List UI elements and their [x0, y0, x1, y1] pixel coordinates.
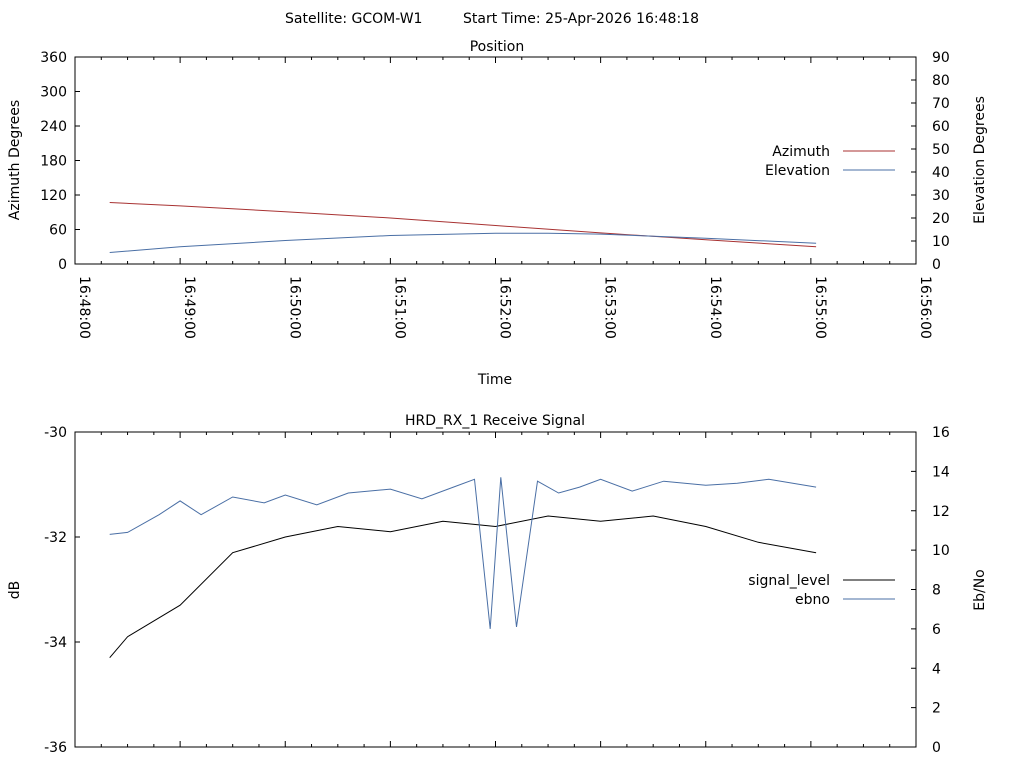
y-tick-label: 240: [40, 119, 67, 135]
y-tick-label: 60: [49, 223, 67, 239]
legend-signal-level-label: signal_level: [748, 573, 830, 589]
y-tick-label: -34: [44, 635, 67, 651]
series-line-elevation: [109, 232, 817, 253]
y2-tick-label: 0: [932, 257, 941, 273]
signal-legend: signal_level ebno: [748, 573, 895, 608]
position-right-axis: 0 10 20 30 40 50 60 70 80 90: [911, 50, 950, 273]
y-tick-label: 360: [40, 50, 67, 66]
x-tick-label: 16:55:00: [812, 276, 828, 339]
ebno-axis-label: Eb/No: [972, 569, 988, 611]
series-line-azimuth: [109, 202, 817, 248]
y2-tick-label: 6: [932, 622, 941, 638]
y2-tick-label: 50: [932, 142, 950, 158]
position-series: [109, 202, 817, 253]
y2-tick-label: 30: [932, 188, 950, 204]
signal-title: HRD_RX_1 Receive Signal: [405, 413, 585, 429]
position-time-axis: 16:48:00 16:49:00 16:50:00 16:51:00 16:52:00…: [74, 57, 933, 339]
y2-tick-label: 20: [932, 211, 950, 227]
time-axis-label: Time: [477, 372, 512, 388]
db-axis-label: dB: [7, 581, 23, 600]
x-tick-label: 16:50:00: [286, 276, 302, 339]
x-tick-label: 16:52:00: [497, 276, 513, 339]
y2-tick-label: 40: [932, 165, 950, 181]
start-time-label: Start Time: 25-Apr-2026 16:48:18: [463, 11, 699, 27]
x-tick-label: 16:49:00: [181, 276, 197, 339]
y-tick-label: -32: [44, 530, 67, 546]
azimuth-axis-label: Azimuth Degrees: [7, 100, 23, 220]
signal-time-axis: [74, 432, 917, 747]
y2-tick-label: 0: [932, 740, 941, 756]
y2-tick-label: 60: [932, 119, 950, 135]
series-line-ebno: [109, 477, 817, 629]
elevation-axis-label: Elevation Degrees: [972, 96, 988, 224]
y2-tick-label: 14: [932, 464, 950, 480]
y-tick-label: 300: [40, 85, 67, 101]
series-line-signal-level: [109, 515, 817, 659]
x-tick-label: 16:56:00: [917, 276, 933, 339]
y2-tick-label: 10: [932, 543, 950, 559]
x-tick-label: 16:54:00: [707, 276, 723, 339]
legend-elevation-label: Elevation: [765, 163, 830, 179]
y2-tick-label: 4: [932, 661, 941, 677]
position-legend: Azimuth Elevation: [765, 144, 895, 179]
signal-chart: HRD_RX_1 Receive Signal -36 -34 -32 -30 0 2 4…: [7, 413, 988, 756]
signal-left-axis: -36 -34 -32 -30: [44, 425, 80, 756]
legend-ebno-label: ebno: [795, 592, 830, 608]
y2-tick-label: 12: [932, 504, 950, 520]
position-chart: Position 0 60 120 180 240 300 360 0 10 20 30 40 50 6…: [7, 39, 988, 388]
y-tick-label: 0: [58, 257, 67, 273]
x-tick-label: 16:51:00: [391, 276, 407, 339]
legend-azimuth-label: Azimuth: [772, 144, 830, 160]
signal-right-axis: 0 2 4 6 8 10 12 14 16: [911, 425, 950, 756]
position-left-axis: 0 60 120 180 240 300 360: [40, 50, 80, 273]
y2-tick-label: 10: [932, 234, 950, 250]
satellite-label: Satellite: GCOM-W1: [285, 11, 422, 27]
y-tick-label: -30: [44, 425, 67, 441]
signal-plot-frame: [74, 431, 917, 748]
y-tick-label: -36: [44, 740, 67, 756]
y2-tick-label: 8: [932, 583, 941, 599]
y-tick-label: 120: [40, 188, 67, 204]
y2-tick-label: 16: [932, 425, 950, 441]
y-tick-label: 180: [40, 154, 67, 170]
position-title: Position: [470, 39, 525, 55]
x-tick-label: 16:48:00: [76, 276, 92, 339]
y2-tick-label: 80: [932, 73, 950, 89]
y2-tick-label: 70: [932, 96, 950, 112]
y2-tick-label: 90: [932, 50, 950, 66]
signal-series: [109, 477, 817, 659]
y2-tick-label: 2: [932, 701, 941, 717]
x-tick-label: 16:53:00: [602, 276, 618, 339]
